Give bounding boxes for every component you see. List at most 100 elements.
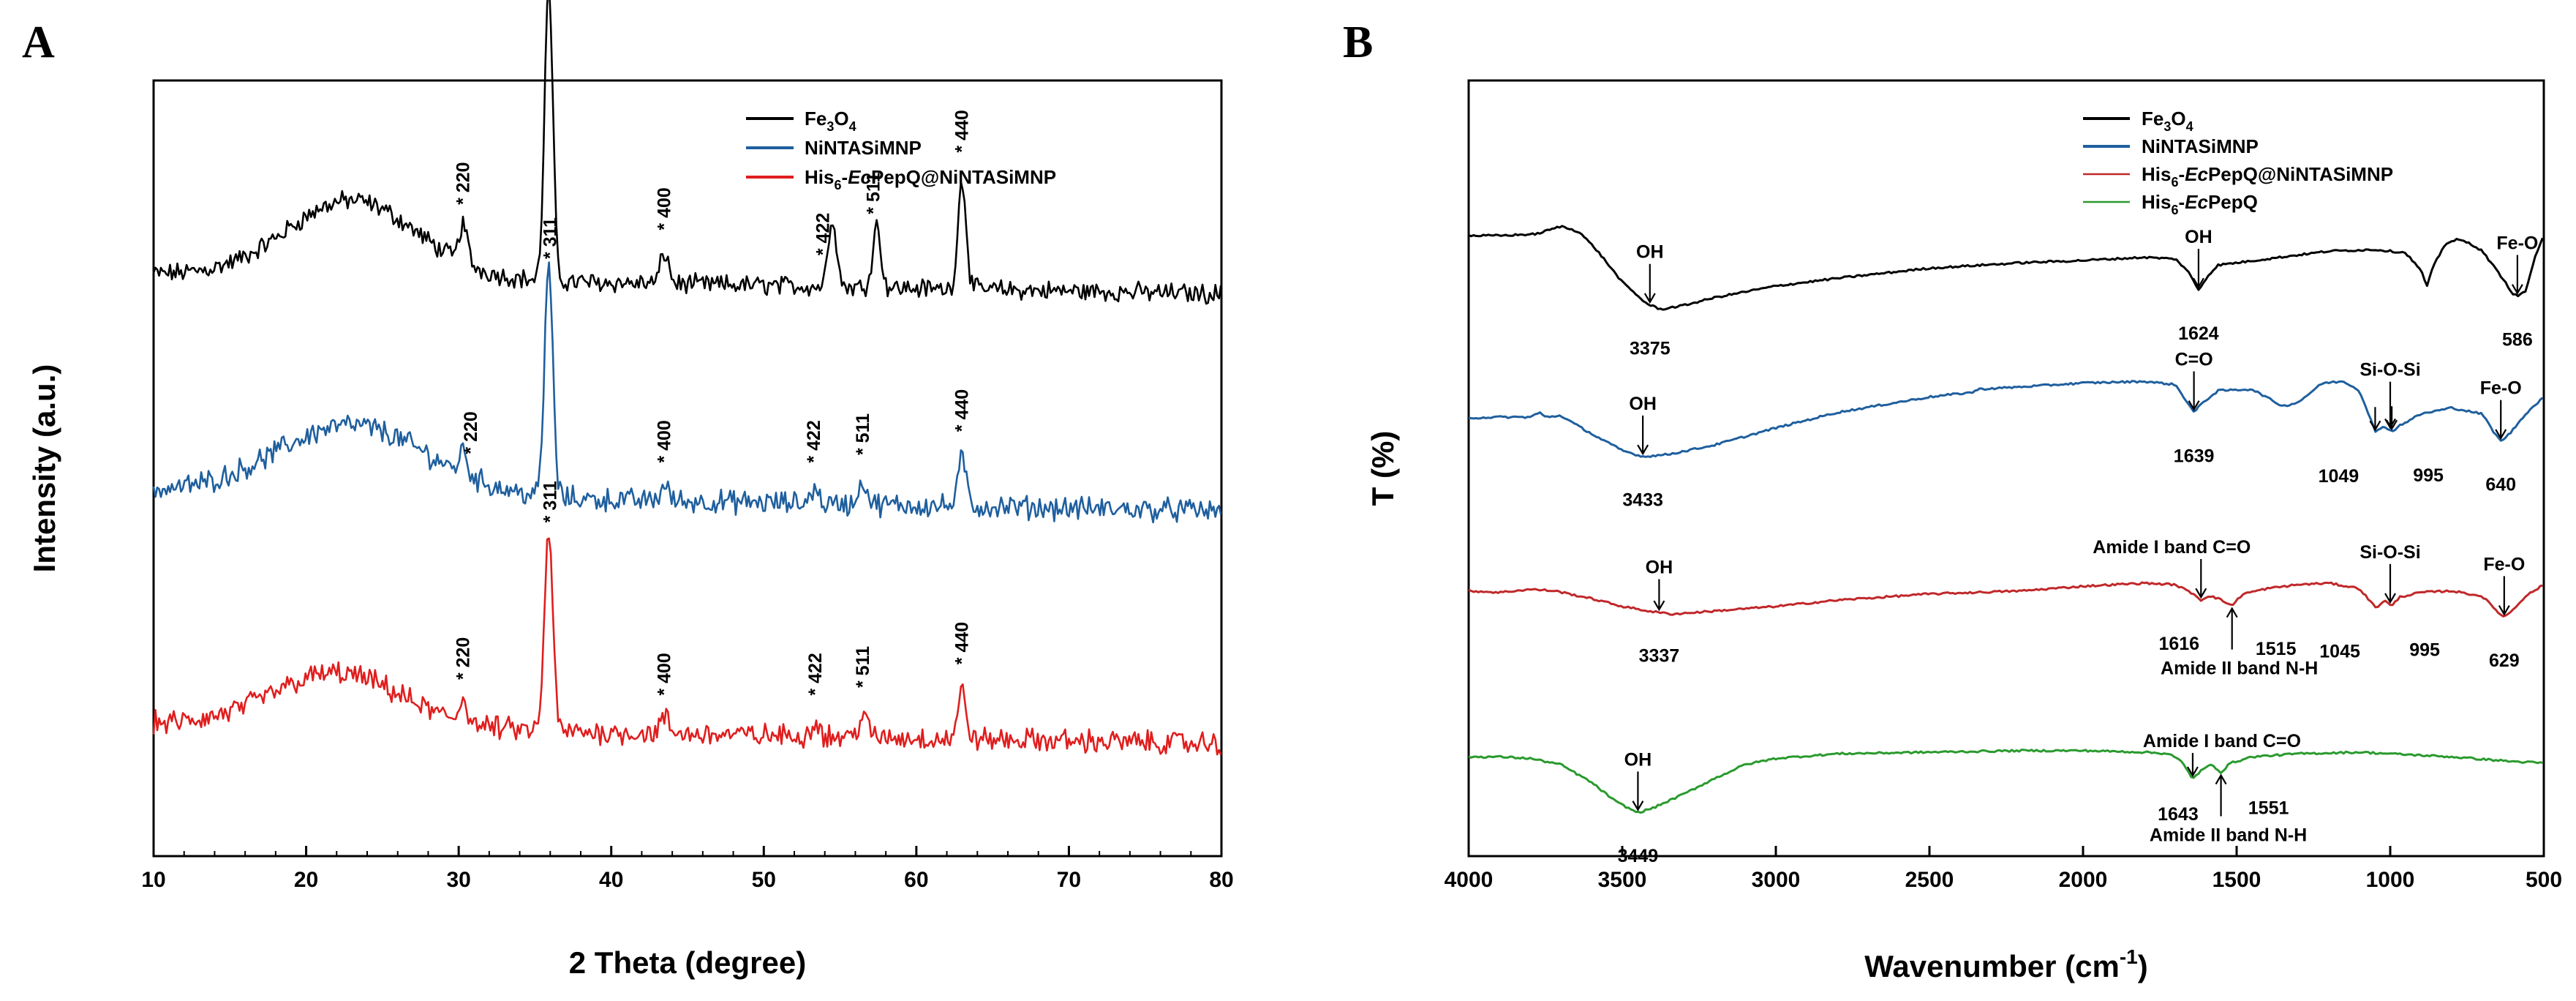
ftir-band-label: Si-O-Si xyxy=(2360,360,2420,380)
ftir-x-tick-label: 1500 xyxy=(2212,868,2261,892)
ftir-arrow-head xyxy=(2511,284,2523,295)
ftir-wavenumber-label: 3449 xyxy=(1618,846,1659,866)
ftir-annotations: OH 3375 OH 1624 Fe-O 586 OH 3433 C=O 1639 Si-O-Si 1… xyxy=(1618,227,2539,866)
ftir-wavenumber-label: 3433 xyxy=(1622,490,1663,511)
ftir-wavenumber-label: 995 xyxy=(2413,465,2444,486)
xrd-peak-labels: * 220 * 311 * 400 * 422 * 511 * 440 * 220 * 311… xyxy=(453,110,972,695)
ftir-band-label: OH xyxy=(1636,242,1664,263)
xrd-peak-label: * 400 xyxy=(655,420,675,462)
ftir-band-label: OH xyxy=(2185,227,2212,247)
ftir-arrow-head xyxy=(2498,604,2510,616)
ftir-wavenumber-label: 3375 xyxy=(1630,339,1671,359)
ftir-series-line xyxy=(1468,225,2544,311)
ftir-arrow-head xyxy=(2192,277,2204,289)
xrd-peak-label: * 422 xyxy=(813,213,834,255)
ftir-legend-label: NiNTASiMNP xyxy=(2142,135,2259,157)
ftir-arrow-head xyxy=(2215,773,2227,785)
ftir-wavenumber-label: 1639 xyxy=(2174,446,2215,466)
xrd-peak-label: * 511 xyxy=(863,173,884,214)
ftir-wavenumber-label: 1624 xyxy=(2178,323,2219,344)
ftir-band-label: Amide II band N-H xyxy=(2150,825,2307,846)
panel-letter-b: B xyxy=(1343,18,1373,67)
ftir-x-tick-label: 500 xyxy=(2526,868,2562,892)
ftir-wavenumber-label: 586 xyxy=(2502,329,2533,350)
xrd-x-tick-label: 20 xyxy=(294,868,318,892)
xrd-series-line xyxy=(152,0,1222,305)
ftir-series xyxy=(1468,225,2544,814)
xrd-legend: Fe3O4 NiNTASiMNP His6-EcPepQ@NiNTASiMNP xyxy=(746,108,1056,192)
ftir-y-title: T (%) xyxy=(1366,431,1400,506)
ftir-wavenumber-label: 1049 xyxy=(2319,466,2360,487)
xrd-y-title: Intensity (a.u.) xyxy=(27,364,61,573)
xrd-series-line xyxy=(152,261,1222,524)
xrd-legend-label: His6-EcPepQ@NiNTASiMNP xyxy=(805,166,1056,192)
ftir-band-label: Si-O-Si xyxy=(2360,542,2420,563)
ftir-arrow-head xyxy=(2195,588,2207,599)
ftir-arrow-head xyxy=(1632,801,1644,811)
xrd-chart: 10 20 30 40 50 60 70 80 * 220 * 311 * 400 * 422 * 5… xyxy=(27,0,1234,980)
xrd-x-tick-label: 30 xyxy=(446,868,470,892)
xrd-x-axis: 10 20 30 40 50 60 70 80 xyxy=(141,846,1234,892)
ftir-x-tick-label: 3500 xyxy=(1598,868,1647,892)
ftir-band-label: Fe-O xyxy=(2480,378,2522,399)
ftir-band-label: Amide II band N-H xyxy=(2161,659,2318,679)
xrd-peak-label: * 511 xyxy=(853,413,873,455)
ftir-wavenumber-label: 1515 xyxy=(2256,639,2297,659)
ftir-band-label: OH xyxy=(1646,558,1673,578)
xrd-peak-label: * 511 xyxy=(853,646,873,688)
ftir-band-label: Amide I band C=O xyxy=(2093,537,2251,558)
ftir-legend-label: His6-EcPepQ@NiNTASiMNP xyxy=(2142,163,2393,190)
ftir-series-line xyxy=(1468,380,2544,458)
ftir-series-line xyxy=(1468,581,2543,618)
xrd-legend-label: Fe3O4 xyxy=(805,108,856,134)
xrd-legend-label: NiNTASiMNP xyxy=(805,137,922,159)
ftir-legend-label: Fe3O4 xyxy=(2142,108,2193,134)
xrd-peak-label: * 220 xyxy=(461,411,481,454)
xrd-peak-label: * 422 xyxy=(805,653,826,695)
xrd-peak-label: * 422 xyxy=(804,420,824,462)
ftir-x-tick-label: 2000 xyxy=(2059,868,2108,892)
xrd-x-tick-label: 70 xyxy=(1057,868,1081,892)
ftir-arrow-head xyxy=(1643,293,1656,304)
xrd-x-tick-label: 60 xyxy=(904,868,928,892)
xrd-peak-label: * 311 xyxy=(540,217,560,259)
ftir-arrow-head xyxy=(2188,400,2200,411)
ftir-wavenumber-label: 640 xyxy=(2485,475,2516,495)
xrd-peak-label: * 311 xyxy=(540,481,560,522)
xrd-peak-label: * 220 xyxy=(453,637,473,680)
xrd-peak-label: * 440 xyxy=(952,622,972,664)
ftir-x-tick-label: 2500 xyxy=(1905,868,1954,892)
xrd-peak-label: * 400 xyxy=(655,653,675,695)
ftir-band-label: C=O xyxy=(2175,349,2213,370)
xrd-peak-label: * 440 xyxy=(952,110,972,152)
ftir-wavenumber-label: 1045 xyxy=(2319,641,2360,661)
ftir-x-tick-label: 3000 xyxy=(1752,868,1801,892)
xrd-x-tick-label: 40 xyxy=(599,868,623,892)
ftir-wavenumber-label: 1616 xyxy=(2158,634,2199,654)
ftir-wavenumber-label: 1551 xyxy=(2248,798,2289,819)
ftir-series-line xyxy=(1468,749,2543,814)
xrd-plot-frame xyxy=(152,79,1223,858)
ftir-arrow-head xyxy=(2386,419,2398,431)
ftir-band-label: Fe-O xyxy=(2483,554,2525,574)
ftir-x-tick-label: 1000 xyxy=(2366,868,2415,892)
xrd-peak-label: * 440 xyxy=(952,389,972,432)
ftir-band-label: OH xyxy=(1629,394,1657,414)
xrd-peak-label: * 220 xyxy=(453,162,473,204)
ftir-x-axis: 4000 3500 3000 2500 2000 1500 1000 500 xyxy=(1445,846,2562,892)
ftir-arrow-head xyxy=(2384,593,2396,604)
xrd-series xyxy=(152,0,1222,756)
xrd-x-tick-label: 50 xyxy=(752,868,776,892)
ftir-wavenumber-label: 995 xyxy=(2409,640,2440,660)
ftir-band-label: Amide I band C=O xyxy=(2143,731,2301,751)
ftir-band-label: Fe-O xyxy=(2496,233,2538,253)
ftir-arrow-head xyxy=(1653,600,1665,612)
xrd-x-title: 2 Theta (degree) xyxy=(569,945,806,980)
ftir-band-label: OH xyxy=(1624,749,1652,770)
ftir-arrow-head xyxy=(1637,444,1649,456)
xrd-x-tick-label: 10 xyxy=(141,868,165,892)
ftir-x-tick-label: 4000 xyxy=(1445,868,1494,892)
ftir-legend-label: His6-EcPepQ xyxy=(2142,191,2258,217)
